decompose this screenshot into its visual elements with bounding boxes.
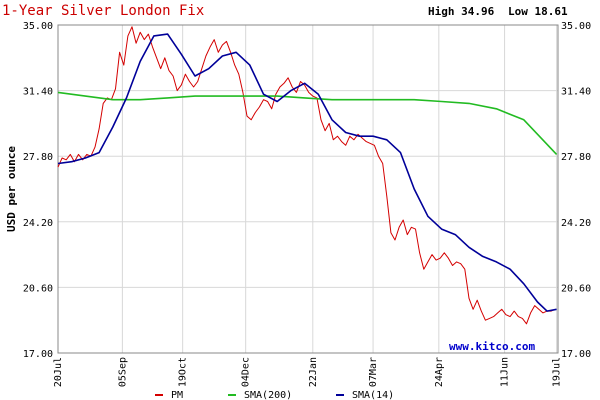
y-tick-label-right: 35.00	[561, 21, 591, 32]
legend: PM SMA(200) SMA(14)	[155, 390, 394, 400]
grid-lines	[57, 24, 558, 354]
y-tick-label: 35.00	[23, 21, 53, 32]
x-tick-label: 20Jul	[53, 357, 64, 387]
series-line-sma200	[57, 91, 558, 155]
y-tick-label-right: 27.80	[561, 152, 591, 163]
y-axis-label: USD per ounce	[5, 146, 18, 232]
y-tick-label-right: 31.40	[561, 87, 591, 98]
y-tick-label-right: 20.60	[561, 283, 591, 294]
x-tick-label: 05Sep	[117, 357, 128, 387]
y-tick-label: 20.60	[23, 283, 53, 294]
legend-label-sma14: SMA(14)	[352, 390, 394, 400]
x-tick-label: 19Jul	[552, 357, 563, 387]
series-lines	[57, 26, 558, 325]
series-line-pm	[57, 26, 556, 325]
y-axis-left: 35.00 31.40 27.80 24.20 20.60 17.00	[23, 21, 53, 360]
x-tick-label: 24Apr	[434, 357, 445, 387]
y-axis-right: 35.00 31.40 27.80 24.20 20.60 17.00	[561, 21, 591, 360]
y-tick-label: 27.80	[23, 152, 53, 163]
high-value: High 34.96	[428, 5, 495, 18]
chart-title: 1-Year Silver London Fix	[2, 3, 204, 19]
legend-label-sma200: SMA(200)	[244, 390, 292, 400]
x-tick-label: 11Jun	[500, 357, 511, 387]
y-tick-label: 24.20	[23, 218, 53, 229]
y-tick-label: 17.00	[23, 349, 53, 360]
x-axis: 20Jul 05Sep 19Oct 04Dec 22Jan 07Mar 24Apr 11Jun…	[53, 357, 563, 387]
source-watermark: www.kitco.com	[449, 340, 535, 353]
legend-label-pm: PM	[171, 390, 183, 400]
low-value: Low 18.61	[508, 5, 568, 18]
x-tick-label: 04Dec	[241, 357, 252, 387]
x-tick-label: 22Jan	[308, 357, 319, 387]
series-line-sma14	[57, 33, 557, 312]
x-tick-label: 07Mar	[368, 357, 379, 387]
y-tick-label-right: 24.20	[561, 218, 591, 229]
plot-frame	[57, 24, 559, 354]
y-tick-label: 31.40	[23, 87, 53, 98]
y-tick-label-right: 17.00	[561, 349, 591, 360]
x-tick-label: 19Oct	[178, 357, 189, 387]
